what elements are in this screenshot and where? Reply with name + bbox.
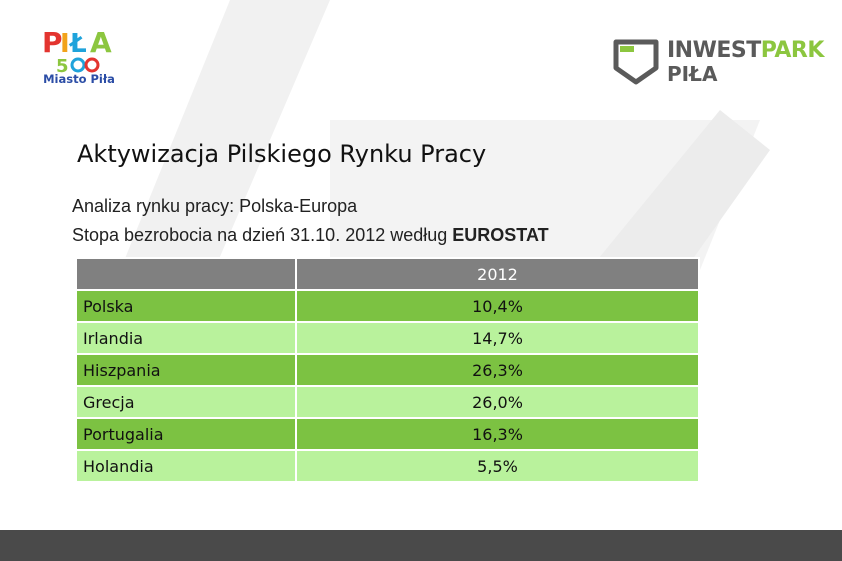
country-cell: Polska <box>75 289 297 323</box>
country-cell: Irlandia <box>75 321 297 355</box>
table-row: Portugalia 16,3% <box>75 417 700 451</box>
value-cell: 5,5% <box>295 449 700 483</box>
logo-inwest: INWEST <box>667 38 761 63</box>
unemployment-table: 2012 Polska 10,4% Irlandia 14,7% Hiszpan… <box>75 257 700 483</box>
table-header-row: 2012 <box>75 257 700 291</box>
footer-bar <box>0 530 842 561</box>
inwestpark-logo: INWESTPARK PIŁA <box>610 36 824 88</box>
inwestpark-shield-icon <box>613 39 659 85</box>
value-cell: 16,3% <box>295 417 700 451</box>
country-cell: Holandia <box>75 449 297 483</box>
table-row: Holandia 5,5% <box>75 449 700 483</box>
svg-text:I: I <box>60 29 70 59</box>
pila-500-logo: P I Ł A 5 Miasto Piła <box>38 22 118 90</box>
table-row: Irlandia 14,7% <box>75 321 700 355</box>
value-cell: 26,0% <box>295 385 700 419</box>
value-cell: 10,4% <box>295 289 700 323</box>
country-cell: Grecja <box>75 385 297 419</box>
country-cell: Hiszpania <box>75 353 297 387</box>
page-title: Aktywizacja Pilskiego Rynku Pracy <box>77 140 487 168</box>
table-row: Polska 10,4% <box>75 289 700 323</box>
subtitle-line-2: Stopa bezrobocia na dzień 31.10. 2012 we… <box>72 225 549 246</box>
svg-text:Ł: Ł <box>68 29 87 59</box>
svg-text:A: A <box>90 26 112 59</box>
logo-caption: Miasto Piła <box>43 72 115 86</box>
table-row: Grecja 26,0% <box>75 385 700 419</box>
logo-park: PARK <box>760 38 825 63</box>
header-cell-year: 2012 <box>295 257 700 291</box>
subtitle-source: EUROSTAT <box>452 225 549 245</box>
subtitle-line-1: Analiza rynku pracy: Polska-Europa <box>72 196 358 216</box>
svg-text:5: 5 <box>56 56 69 74</box>
country-cell: Portugalia <box>75 417 297 451</box>
logo-line-1: INWESTPARK <box>667 38 824 63</box>
subtitle-text: Stopa bezrobocia na dzień 31.10. 2012 we… <box>72 225 453 245</box>
header-cell-country <box>75 257 297 291</box>
logo-line-2: PIŁA <box>667 62 718 86</box>
svg-text:P: P <box>42 26 63 59</box>
table-row: Hiszpania 26,3% <box>75 353 700 387</box>
value-cell: 26,3% <box>295 353 700 387</box>
value-cell: 14,7% <box>295 321 700 355</box>
